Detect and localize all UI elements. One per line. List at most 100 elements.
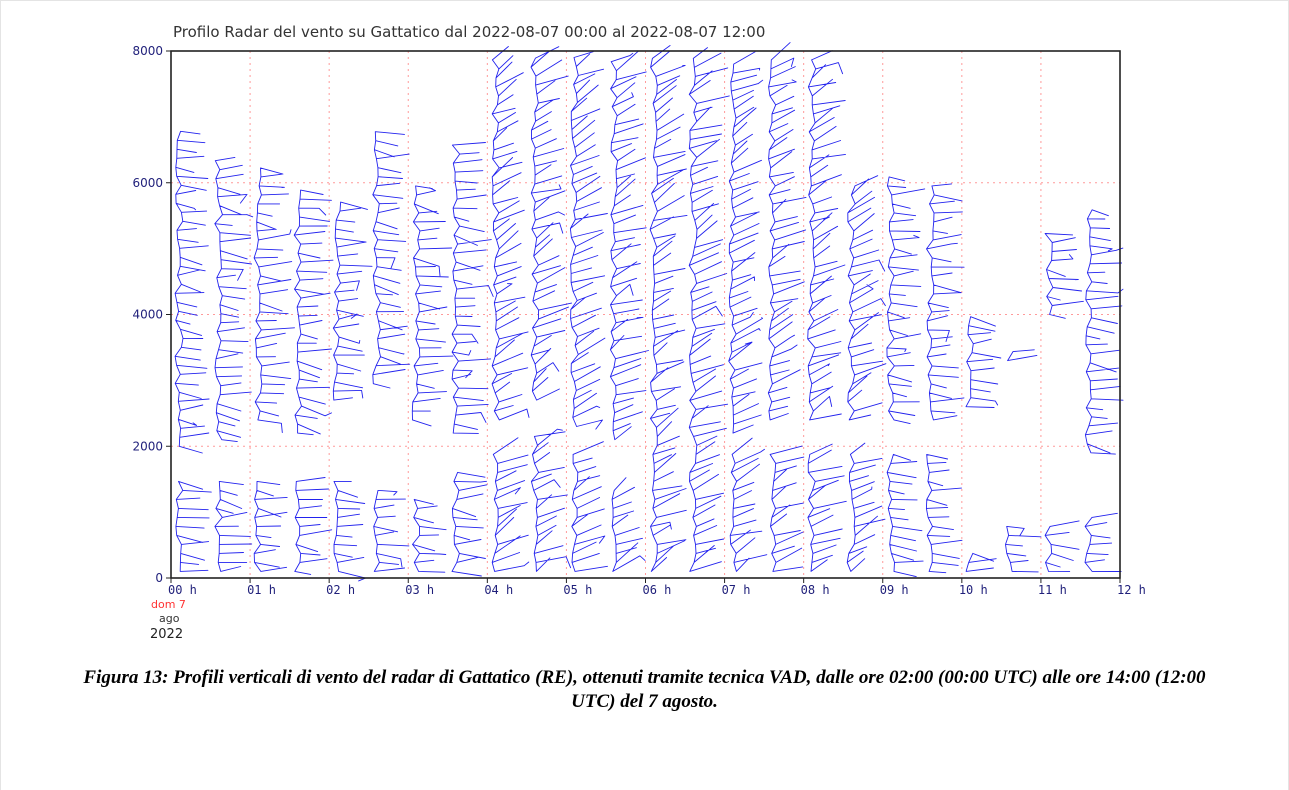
- x-tick-label: 08 h: [801, 583, 830, 597]
- wind-profile: [1044, 233, 1084, 573]
- x-tick-label: 02 h: [326, 583, 355, 597]
- y-axis-ticks: 0 2000 4000 6000 8000: [132, 44, 171, 585]
- x-tick-label: 09 h: [880, 583, 909, 597]
- wind-profile: [807, 50, 847, 572]
- wind-barb-stack: [175, 480, 212, 572]
- wind-barb-stack: [293, 189, 334, 436]
- x-tick-label: 10 h: [959, 583, 988, 597]
- wind-profile: [530, 46, 573, 572]
- date-day-label: dom 7: [151, 598, 186, 611]
- wind-barb-stack: [412, 498, 447, 573]
- wind-barb-stack: [1084, 209, 1124, 455]
- wind-profile: [1084, 209, 1124, 572]
- x-tick-label: 06 h: [643, 583, 672, 597]
- wind-barb-stack: [451, 471, 488, 577]
- wind-barb-stack: [491, 437, 530, 572]
- wind-barb-stack: [530, 428, 572, 572]
- x-tick-label: 03 h: [405, 583, 434, 597]
- date-year-label: 2022: [150, 627, 183, 642]
- x-tick-label: 00 h: [168, 583, 197, 597]
- wind-profile: [609, 50, 649, 572]
- wind-profile: [846, 175, 887, 572]
- wind-barb-stack: [451, 142, 494, 434]
- figure-caption: Figura 13: Profili verticali di vento de…: [83, 667, 1206, 712]
- page-border-top: [0, 0, 1289, 1]
- wind-profile: [925, 183, 965, 574]
- wind-barb-stack: [294, 477, 333, 575]
- wind-barb-stack: [649, 45, 688, 572]
- wind-profile: [372, 131, 411, 572]
- wind-profile: [649, 45, 688, 572]
- wind-barb-stack: [333, 480, 366, 582]
- wind-barb-stack: [965, 316, 1002, 408]
- wind-barb-stack: [372, 131, 411, 389]
- wind-barb-stack: [214, 480, 253, 572]
- y-tick-label: 8000: [132, 44, 163, 58]
- wind-barb-stack: [1044, 233, 1084, 319]
- wind-profile: [569, 51, 608, 572]
- wind-profile: [411, 185, 454, 573]
- wind-barb-stack: [767, 42, 807, 421]
- wind-barb-stack: [491, 46, 530, 421]
- wind-barb-stack: [1005, 525, 1042, 573]
- page-border-left: [0, 0, 1, 790]
- wind-barb-stack: [1084, 512, 1122, 572]
- wind-profile: [767, 42, 807, 572]
- wind-profile: [451, 142, 494, 577]
- wind-profile: [332, 201, 373, 582]
- wind-barb-stack: [373, 489, 410, 572]
- grid: [171, 51, 1120, 578]
- wind-barb-stack: [847, 175, 887, 421]
- x-tick-label: 01 h: [247, 583, 276, 597]
- y-tick-label: 2000: [132, 439, 163, 453]
- y-tick-label: 4000: [132, 308, 163, 322]
- wind-barb-stack: [688, 47, 730, 572]
- wind-barb-stack: [728, 51, 764, 434]
- wind-profile: [293, 189, 334, 575]
- y-tick-label: 6000: [132, 176, 163, 190]
- date-month-label: ago: [159, 612, 180, 625]
- wind-barb-stack: [926, 183, 965, 421]
- x-tick-label: 04 h: [484, 583, 513, 597]
- wind-barb-stack: [965, 552, 997, 572]
- wind-barb-stack: [569, 51, 608, 430]
- wind-barb-stack: [846, 442, 886, 572]
- wind-barb-stack: [807, 443, 847, 572]
- wind-profile: [253, 167, 295, 572]
- wind-barb-stack: [1007, 349, 1038, 362]
- wind-profile: [174, 130, 212, 572]
- wind-profile: [1005, 349, 1042, 573]
- x-axis-ticks: 00 h 01 h 02 h 03 h 04 h 05 h 06 h 07 h 08 h 09 h…: [168, 578, 1146, 597]
- wind-profile: [688, 47, 730, 572]
- x-tick-label: 05 h: [563, 583, 592, 597]
- wind-barb-stack: [886, 176, 926, 425]
- wind-barb-stack: [609, 50, 649, 441]
- wind-barb-stack: [571, 441, 608, 572]
- wind-barb-stack: [253, 167, 295, 434]
- wind-profile: [491, 46, 530, 572]
- chart-title: Profilo Radar del vento su Gattatico dal…: [173, 23, 765, 41]
- wind-profile: [886, 176, 926, 578]
- wind-profile: [214, 156, 254, 572]
- wind-barb-stack: [807, 50, 846, 421]
- wind-barb-stack: [332, 201, 373, 401]
- wind-barb-stack: [530, 46, 573, 401]
- wind-barb-stack: [1044, 520, 1080, 573]
- x-tick-label: 07 h: [722, 583, 751, 597]
- wind-profile: [965, 316, 1002, 572]
- wind-barb-stack: [925, 453, 963, 574]
- y-tick-label: 0: [155, 571, 163, 585]
- x-tick-label: 11 h: [1038, 583, 1067, 597]
- wind-barb-stack: [611, 477, 646, 572]
- wind-barb-stack: [253, 480, 288, 572]
- wind-barb-stack: [886, 453, 924, 578]
- wind-barb-stack: [729, 437, 768, 572]
- wind-barbs: [174, 42, 1124, 582]
- wind-profile-chart: Profilo Radar del vento su Gattatico dal…: [132, 23, 1146, 642]
- wind-profile: [728, 51, 768, 572]
- wind-barb-stack: [214, 156, 254, 443]
- wind-barb-stack: [174, 130, 210, 454]
- x-tick-label: 12 h: [1117, 583, 1146, 597]
- wind-barb-stack: [411, 185, 454, 427]
- wind-barb-stack: [769, 445, 805, 572]
